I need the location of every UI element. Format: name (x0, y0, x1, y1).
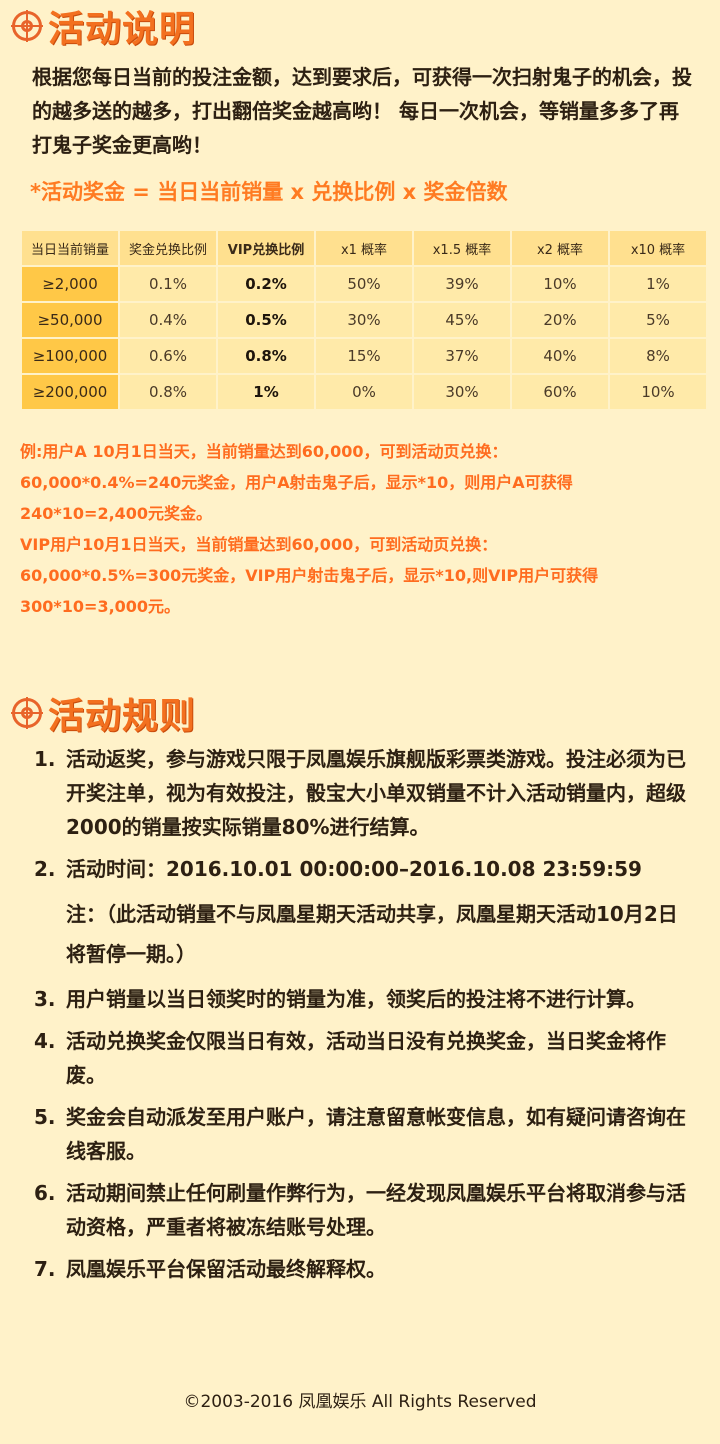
column-header: x1 概率 (316, 231, 412, 265)
example-line: 240*10=2,400元奖金。 (20, 504, 213, 523)
table-cell: 45% (414, 303, 510, 337)
target-icon (11, 10, 43, 42)
rule-item: 3. 用户销量以当日领奖时的销量为准，领奖后的投注将不进行计算。 (34, 982, 694, 1016)
table-cell: 0.5% (218, 303, 314, 337)
table-cell: 30% (316, 303, 412, 337)
rule-item: 7. 凤凰娱乐平台保留活动最终解释权。 (34, 1252, 694, 1286)
section-title: 活动规则 (48, 696, 197, 737)
intro-text: 根据您每日当前的投注金额，达到要求后，可获得一次扫射鬼子的机会，投的越多送的越多… (32, 65, 692, 157)
rule-number: 7. (34, 1257, 56, 1281)
table-row: ≥200,000 0.8% 1% 0% 30% 60% 10% (22, 375, 706, 409)
section-title: 活动说明 (48, 9, 197, 50)
copyright-footer: ©2003-2016 凤凰娱乐 All Rights Reserved (183, 1392, 537, 1412)
table-cell: 15% (316, 339, 412, 373)
rule-number: 4. (34, 1029, 56, 1053)
rule-text: 凤凰娱乐平台保留活动最终解释权。 (66, 1257, 386, 1281)
table-cell: 30% (414, 375, 510, 409)
table-cell: 1% (610, 267, 706, 301)
table-cell: 60% (512, 375, 608, 409)
table-cell: 0.6% (120, 339, 216, 373)
table-row: ≥50,000 0.4% 0.5% 30% 45% 20% 5% (22, 303, 706, 337)
table-cell: 20% (512, 303, 608, 337)
rule-number: 5. (34, 1105, 56, 1129)
rule-text: 活动返奖，参与游戏只限于凤凰娱乐旗舰版彩票类游戏。投注必须为已开奖注单，视为有效… (66, 747, 686, 839)
table-cell: 50% (316, 267, 412, 301)
rule-text: 活动时间：2016.10.01 00:00:00–2016.10.08 23:5… (66, 857, 642, 881)
table-cell: 8% (610, 339, 706, 373)
table-cell: 0.8% (218, 339, 314, 373)
rule-item: 1. 活动返奖，参与游戏只限于凤凰娱乐旗舰版彩票类游戏。投注必须为已开奖注单，视… (34, 742, 694, 844)
example-line: 300*10=3,000元。 (20, 597, 181, 616)
column-header: 当日当前销量 (22, 231, 118, 265)
rule-text: 活动期间禁止任何刷量作弊行为，一经发现凤凰娱乐平台将取消参与活动资格，严重者将被… (66, 1181, 686, 1239)
rule-item: 5. 奖金会自动派发至用户账户，请注意留意帐变信息，如有疑问请咨询在线客服。 (34, 1100, 694, 1168)
table-cell: 0.4% (120, 303, 216, 337)
rule-text: 奖金会自动派发至用户账户，请注意留意帐变信息，如有疑问请咨询在线客服。 (66, 1105, 686, 1163)
rates-table: 当日当前销量 奖金兑换比例 VIP兑换比例 x1 概率 x1.5 概率 x2 概… (20, 229, 708, 411)
rule-number: 1. (34, 747, 56, 771)
table-cell: 0.8% (120, 375, 216, 409)
column-header: 奖金兑换比例 (120, 231, 216, 265)
table-cell: 1% (218, 375, 314, 409)
table-cell: ≥50,000 (22, 303, 118, 337)
rule-text: 用户销量以当日领奖时的销量为准，领奖后的投注将不进行计算。 (66, 987, 646, 1011)
table-row: ≥100,000 0.6% 0.8% 15% 37% 40% 8% (22, 339, 706, 373)
rule-item: 6. 活动期间禁止任何刷量作弊行为，一经发现凤凰娱乐平台将取消参与活动资格，严重… (34, 1176, 694, 1244)
column-header: x10 概率 (610, 231, 706, 265)
target-icon (11, 697, 43, 729)
column-header: VIP兑换比例 (218, 231, 314, 265)
table-cell: 37% (414, 339, 510, 373)
rule-number: 2. (34, 857, 56, 881)
table-cell: 0.2% (218, 267, 314, 301)
rule-number: 6. (34, 1181, 56, 1205)
column-header: x1.5 概率 (414, 231, 510, 265)
table-header-row: 当日当前销量 奖金兑换比例 VIP兑换比例 x1 概率 x1.5 概率 x2 概… (22, 231, 706, 265)
table-cell: 5% (610, 303, 706, 337)
example-line: 60,000*0.5%=300元奖金，VIP用户射击鬼子后，显示*10,则VIP… (20, 566, 599, 585)
table-cell: ≥2,000 (22, 267, 118, 301)
table-cell: 10% (610, 375, 706, 409)
example-line: 60,000*0.4%=240元奖金，用户A射击鬼子后，显示*10，则用户A可获… (20, 473, 573, 492)
section-header-description: 活动说明 (11, 0, 197, 52)
example-line: VIP用户10月1日当天，当前销量达到60,000，可到活动页兑换： (20, 535, 498, 554)
table-row: ≥2,000 0.1% 0.2% 50% 39% 10% 1% (22, 267, 706, 301)
rules-list: 1. 活动返奖，参与游戏只限于凤凰娱乐旗舰版彩票类游戏。投注必须为已开奖注单，视… (34, 742, 694, 1294)
example-block: 例:用户A 10月1日当天，当前销量达到60,000，可到活动页兑换： 60,0… (20, 436, 710, 622)
table-cell: ≥200,000 (22, 375, 118, 409)
table-cell: 40% (512, 339, 608, 373)
column-header: x2 概率 (512, 231, 608, 265)
bonus-formula: *活动奖金 = 当日当前销量 x 兑换比例 x 奖金倍数 (30, 180, 508, 204)
table-cell: 0% (316, 375, 412, 409)
table-cell: 0.1% (120, 267, 216, 301)
table-cell: 39% (414, 267, 510, 301)
table-cell: 10% (512, 267, 608, 301)
rule-item: 2. 活动时间：2016.10.01 00:00:00–2016.10.08 2… (34, 852, 694, 974)
rule-note: 注：（此活动销量不与凤凰星期天活动共享，凤凰星期天活动10月2日将暂停一期。） (66, 902, 678, 966)
example-line: 例:用户A 10月1日当天，当前销量达到60,000，可到活动页兑换： (20, 442, 508, 461)
rule-item: 4. 活动兑换奖金仅限当日有效，活动当日没有兑换奖金，当日奖金将作废。 (34, 1024, 694, 1092)
rule-text: 活动兑换奖金仅限当日有效，活动当日没有兑换奖金，当日奖金将作废。 (66, 1029, 666, 1087)
table-cell: ≥100,000 (22, 339, 118, 373)
section-header-rules: 活动规则 (11, 687, 197, 739)
rule-number: 3. (34, 987, 56, 1011)
